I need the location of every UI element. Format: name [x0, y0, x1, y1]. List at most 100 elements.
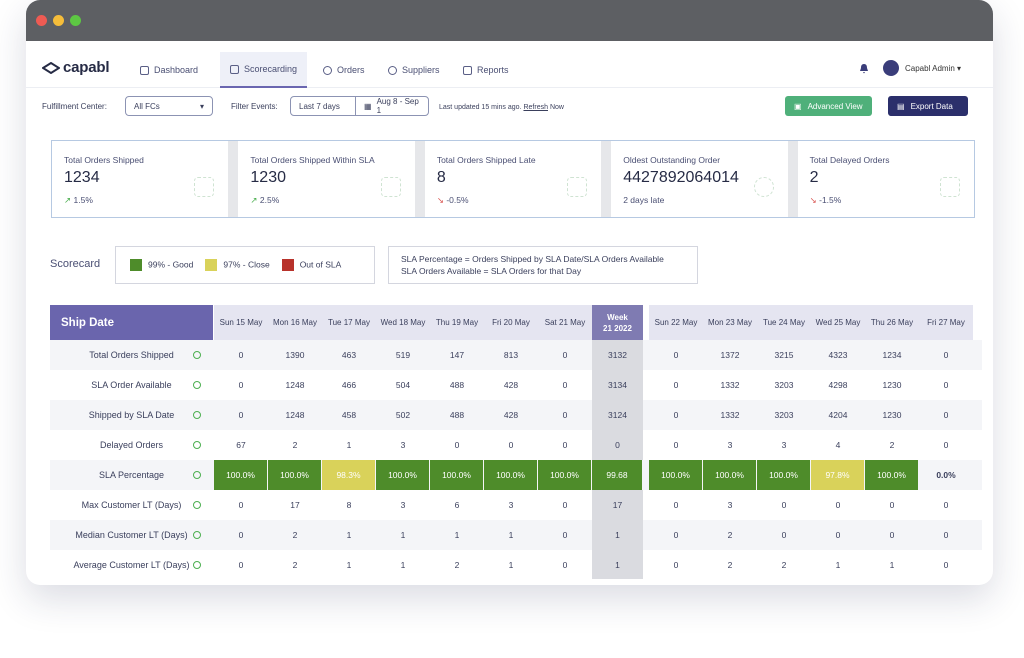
- table-cell: 100.0%: [484, 460, 537, 490]
- trend-down-icon: ↘: [436, 195, 444, 205]
- row-label-text: Average Customer LT (Days): [73, 560, 190, 570]
- column-header: Fri 20 May: [484, 305, 538, 340]
- row-label: Median Customer LT (Days): [50, 520, 213, 550]
- table-cell: 97.8%: [811, 460, 864, 490]
- close-dot[interactable]: [36, 15, 47, 26]
- table-cell: 428: [503, 380, 519, 390]
- kpi-value: 1234: [64, 169, 100, 186]
- nav-label: Orders: [337, 65, 365, 75]
- nav-orders[interactable]: Orders: [323, 52, 365, 88]
- row-label-text: Delayed Orders: [99, 440, 164, 450]
- column-header: Tue 24 May: [757, 305, 811, 340]
- user-menu[interactable]: Capabl Admin ▾: [905, 64, 961, 73]
- kpi-value: 2: [809, 169, 819, 186]
- advanced-view-button[interactable]: ▣ Advanced View: [785, 96, 872, 116]
- nav-label: Suppliers: [402, 65, 440, 75]
- table-cell: 0: [562, 500, 568, 510]
- table-cell: 100.0%: [649, 460, 702, 490]
- table-cell: 0: [562, 410, 568, 420]
- table-cell: 1230: [882, 410, 902, 420]
- logo[interactable]: capabl: [42, 59, 110, 76]
- legend-label: 97% - Close: [223, 259, 270, 270]
- trend-value: 2 days late: [623, 195, 665, 205]
- table-cell: 1234: [882, 350, 902, 360]
- table-cell: 1332: [720, 410, 740, 420]
- table-cell: 0: [943, 440, 949, 450]
- people-icon: [388, 65, 397, 75]
- window-icon: ▣: [794, 101, 802, 111]
- info-icon[interactable]: [193, 501, 201, 509]
- table-cell: 0: [889, 530, 895, 540]
- kpi-card: Total Delayed Orders 2 ↘ -1.5%: [798, 141, 974, 217]
- table-cell: 100.0%: [538, 460, 591, 490]
- info-icon[interactable]: [193, 561, 201, 569]
- table-cell: 1372: [720, 350, 740, 360]
- table-cell: 0: [673, 560, 679, 570]
- kpi-title: Total Orders Shipped Within SLA: [250, 155, 375, 165]
- scan-icon: [940, 177, 961, 197]
- minimize-dot[interactable]: [53, 15, 64, 26]
- table-cell: 2: [292, 530, 298, 540]
- table-cell: 1: [508, 530, 514, 540]
- table-cell: 0: [673, 440, 679, 450]
- scorecard-label: Scorecard: [50, 258, 101, 270]
- avatar[interactable]: [883, 60, 899, 76]
- bell-icon[interactable]: [859, 63, 869, 74]
- info-icon[interactable]: [193, 381, 201, 389]
- kpi-title: Total Orders Shipped: [64, 155, 144, 165]
- table-cell: 3: [781, 440, 787, 450]
- kpi-value: 4427892064014: [623, 169, 739, 186]
- table-cell: 0: [943, 500, 949, 510]
- table-cell: 98.3%: [322, 460, 375, 490]
- table-cell: 100.0%: [268, 460, 321, 490]
- kpi-card: Oldest Outstanding Order 4427892064014 2…: [611, 141, 798, 217]
- kpi-value: 8: [436, 169, 446, 186]
- info-icon[interactable]: [193, 471, 201, 479]
- nav-scorecarding[interactable]: Scorecarding: [220, 52, 308, 88]
- column-header: Week 21 2022: [592, 305, 643, 340]
- nav-dashboard[interactable]: Dashboard: [140, 52, 198, 88]
- table-cell: 2: [292, 440, 298, 450]
- row-label: Shipped by SLA Date: [50, 400, 213, 430]
- scorecard-legend: 99% - Good 97% - Close Out of SLA: [115, 246, 375, 284]
- legend-label: Out of SLA: [299, 259, 342, 270]
- date-select[interactable]: ▦ Aug 8 - Sep 1: [355, 96, 429, 116]
- row-label-text: Median Customer LT (Days): [75, 530, 188, 540]
- table-cell: 488: [449, 380, 465, 390]
- table-cell: 100.0%: [214, 460, 267, 490]
- date-value: Aug 8 - Sep 1: [376, 97, 419, 115]
- table-cell: 463: [341, 350, 357, 360]
- info-icon[interactable]: [193, 531, 201, 539]
- table-cell: 3: [508, 500, 514, 510]
- trend-value: -0.5%: [446, 195, 469, 205]
- nav-suppliers[interactable]: Suppliers: [388, 52, 440, 88]
- table-cell: 1332: [720, 380, 740, 390]
- refresh-link[interactable]: Refresh: [523, 104, 548, 111]
- table-cell: 3: [400, 500, 406, 510]
- table-cell: 0: [238, 500, 244, 510]
- window-titlebar: [26, 0, 993, 41]
- fc-label: Fulfillment Center:: [42, 102, 107, 111]
- range-select[interactable]: Last 7 days: [290, 96, 356, 116]
- trend-up-icon: ↗: [250, 195, 258, 205]
- info-icon[interactable]: [193, 441, 201, 449]
- table-cell: 1248: [285, 410, 305, 420]
- table-cell: 100.0%: [703, 460, 756, 490]
- export-button[interactable]: ▤ Export Data: [888, 96, 968, 116]
- user-name: Capabl Admin: [905, 64, 955, 73]
- maximize-dot[interactable]: [70, 15, 81, 26]
- table-cell: 1: [400, 560, 406, 570]
- column-header: Sat 21 May: [538, 305, 592, 340]
- table-cell: 2: [454, 560, 460, 570]
- fc-select[interactable]: All FCs ▾: [125, 96, 213, 116]
- kpi-trend: ↗ 2.5%: [250, 195, 414, 206]
- trend-value: 1.5%: [73, 195, 93, 205]
- calendar-icon: ▦: [364, 101, 372, 111]
- info-icon[interactable]: [193, 351, 201, 359]
- column-header: Thu 19 May: [430, 305, 484, 340]
- chart-icon: [230, 64, 239, 74]
- info-icon[interactable]: [193, 411, 201, 419]
- range-value: Last 7 days: [299, 101, 340, 111]
- clock-icon: [753, 177, 774, 197]
- nav-reports[interactable]: Reports: [463, 52, 509, 88]
